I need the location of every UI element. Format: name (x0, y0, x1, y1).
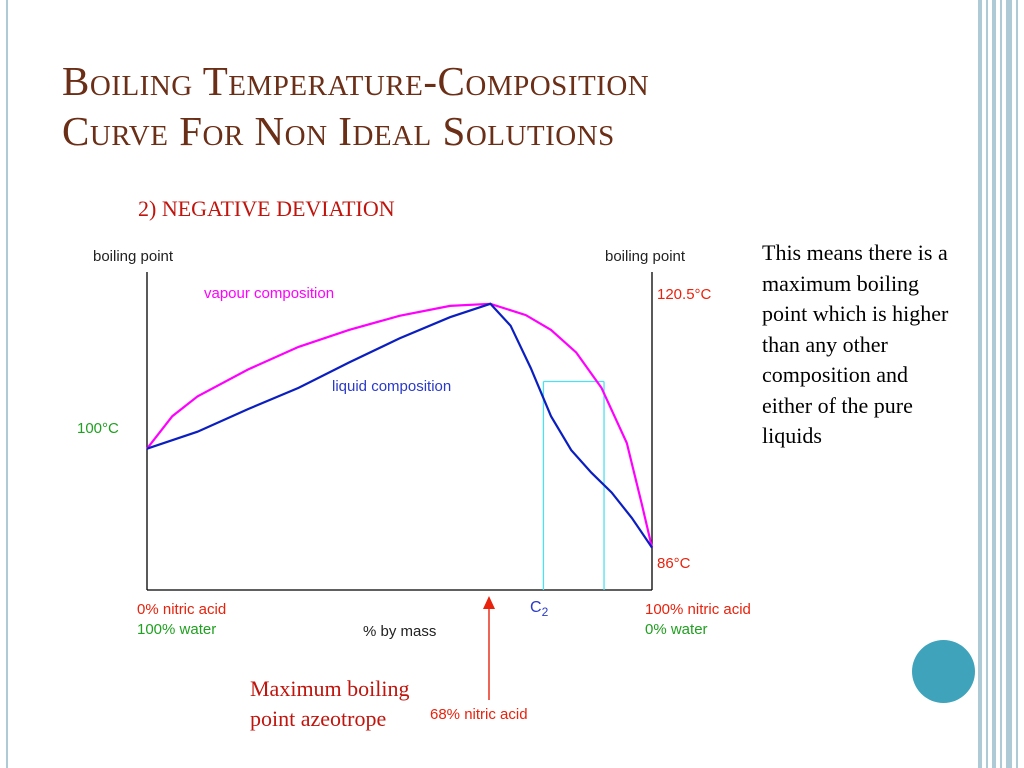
x-left-label-water: 100% water (137, 621, 216, 638)
temp-label-100: 100°C (77, 420, 119, 437)
y-axis-label-right: boiling point (605, 248, 686, 265)
azeotrope-annotation: Maximum boiling point azeotrope (250, 676, 410, 731)
liquid-composition-curve (146, 302, 653, 549)
slide-title: Boiling Temperature-Composition Curve Fo… (62, 56, 962, 156)
x-right-label-acid: 100% nitric acid (645, 601, 751, 618)
decorative-circle (912, 640, 975, 703)
description-text: This means there is a maximum boiling po… (762, 240, 949, 448)
left-frame-line (6, 0, 8, 768)
x-right-label-water: 0% water (645, 621, 708, 638)
x-left-label-acid: 0% nitric acid (137, 601, 226, 618)
c2-label: C2 (530, 599, 549, 619)
x-axis-label: % by mass (363, 623, 436, 640)
liquid-curve-label: liquid composition (332, 378, 451, 395)
title-line-2: Curve For Non Ideal Solutions (62, 108, 615, 154)
title-line-1: Boiling Temperature-Composition (62, 58, 650, 104)
c2-label-sub: 2 (542, 605, 549, 619)
azeotrope-percent-label: 68% nitric acid (430, 706, 528, 723)
y-axis-label-left: boiling point (93, 248, 174, 265)
subtitle: 2) NEGATIVE DEVIATION (138, 196, 395, 221)
vapour-composition-curve (146, 302, 654, 548)
temp-label-86: 86°C (657, 555, 691, 572)
c2-label-main: C (530, 599, 542, 616)
tie-line-guides (542, 380, 605, 590)
azeotrope-arrow-head (483, 596, 495, 609)
temp-label-120-5: 120.5°C (657, 286, 712, 303)
vapour-curve-label: vapour composition (204, 285, 334, 302)
right-frame-stripes (978, 0, 1024, 768)
